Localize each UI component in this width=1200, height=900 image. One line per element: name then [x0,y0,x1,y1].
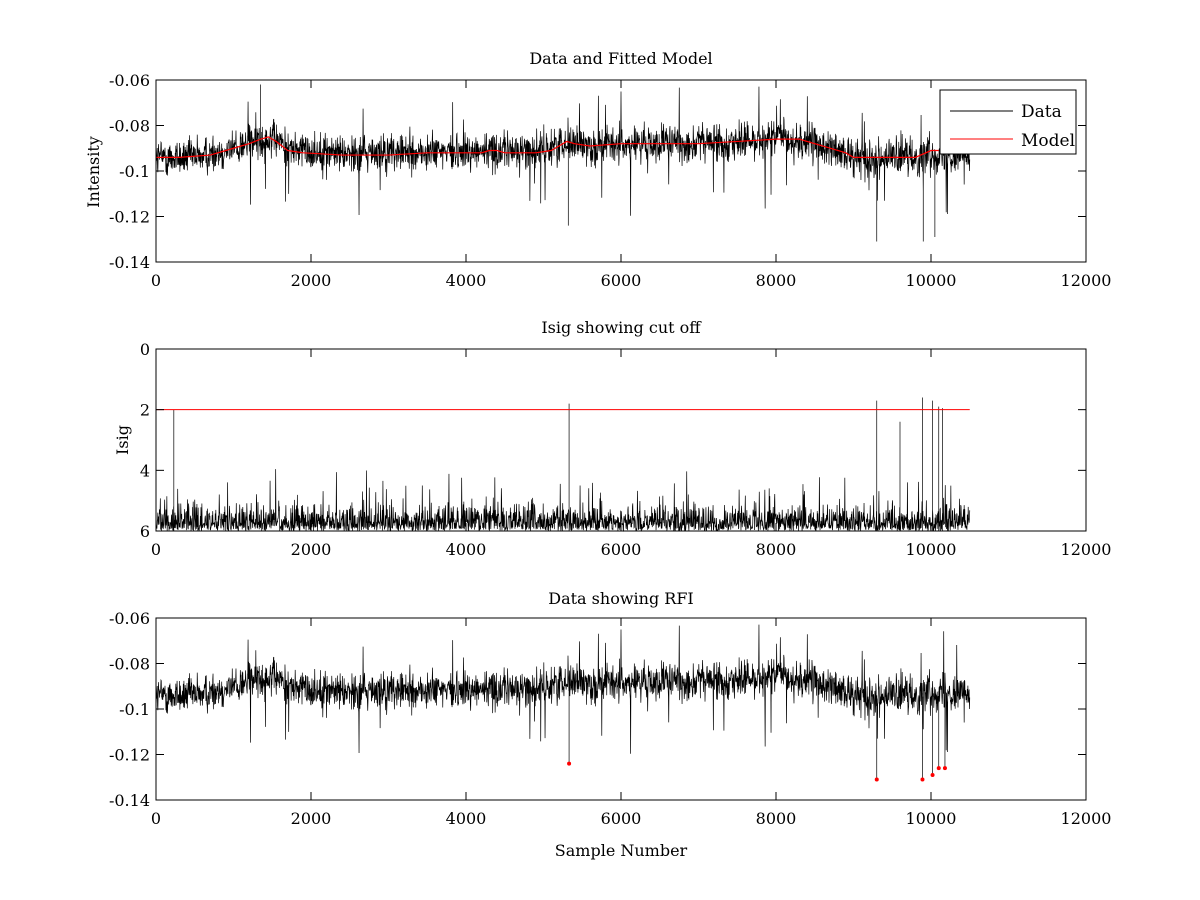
panel2-plot-area [155,397,971,532]
panel2-xtick-label: 6000 [601,540,642,559]
panel3-xtick-label: 0 [151,809,161,828]
panel2-frame [155,348,1087,532]
panel3-axes: 0 2000 4000 6000 8000 10000 12000 -0.06 -0.08 -0.… [109,609,1111,828]
panel3-xlabel: Sample Number [555,841,688,860]
series-isig-line [155,397,971,532]
legend-label-data: Data [1021,102,1062,122]
rfi-point [567,761,572,766]
panel1-ytick-label: -0.08 [109,117,150,136]
series-rfi-data-line [155,624,971,780]
panel-data-and-model: Data and Fitted Model Intensity 0 2000 400… [84,49,1111,290]
panel3-ytick-label: -0.12 [109,746,150,765]
panel1-xtick-label: 10000 [906,271,957,290]
panel1-ytick-label: -0.12 [109,208,150,227]
panel3-title: Data showing RFI [548,589,693,608]
panel3-ytick-label: -0.1 [119,700,150,719]
panel3-ytick-label: -0.14 [109,791,150,810]
panel1-xtick-label: 4000 [446,271,487,290]
legend-box [939,89,1077,155]
panel1-title: Data and Fitted Model [529,49,712,68]
panel2-xtick-label: 8000 [756,540,797,559]
series-data-line [155,84,971,242]
panel3-xtick-label: 6000 [601,809,642,828]
series-model-line [156,136,939,158]
panel1-ytick-label: -0.1 [119,162,150,181]
panel2-xtick-label: 12000 [1061,540,1112,559]
panel1-plot-area [155,84,971,242]
panel1-xtick-label: 2000 [291,271,332,290]
panel1-xtick-label: 8000 [756,271,797,290]
panel2-title: Isig showing cut off [541,318,702,337]
panel2-ytick-label: 4 [140,461,150,480]
panel2-ytick-label: 2 [140,401,150,420]
panel1-ytick-label: -0.06 [109,71,150,90]
rfi-point [936,766,941,771]
panel2-xtick-label: 0 [151,540,161,559]
panel1-ylabel: Intensity [84,136,103,208]
panel1-axes: 0 2000 4000 6000 8000 10000 12000 -0.06 -0.08 -0.… [109,71,1111,290]
rfi-point [930,772,935,777]
panel3-xtick-label: 8000 [756,809,797,828]
panel3-xtick-label: 10000 [906,809,957,828]
panel-isig: Isig showing cut off Isig 0 2000 4000 6000 8… [113,318,1111,559]
panel3-xtick-label: 2000 [291,809,332,828]
panel2-xtick-label: 10000 [906,540,957,559]
panel2-axes: 0 2000 4000 6000 8000 10000 12000 0 2 4 6 [140,340,1112,559]
legend-label-model: Model [1021,131,1075,151]
panel1-xtick-label: 6000 [601,271,642,290]
panel2-ylabel: Isig [113,425,132,455]
panel1-ytick-label: -0.14 [109,253,150,272]
panel3-xtick-label: 12000 [1061,809,1112,828]
rfi-point [942,766,947,771]
panel3-ytick-label: -0.06 [109,609,150,628]
rfi-point [920,777,925,782]
panel2-ytick-label: 6 [140,522,150,541]
panel2-xtick-label: 2000 [291,540,332,559]
panel-rfi: Data showing RFI Sample Number 0 2000 4000… [109,589,1111,860]
panel1-xtick-label: 12000 [1061,271,1112,290]
panel1-xtick-label: 0 [151,271,161,290]
panel2-xtick-label: 4000 [446,540,487,559]
panel3-plot-area [155,624,971,782]
panel3-xtick-label: 4000 [446,809,487,828]
panel2-ytick-label: 0 [140,340,150,359]
rfi-point [874,777,879,782]
legend: Data Model [939,89,1077,155]
panel3-ytick-label: -0.08 [109,655,150,674]
